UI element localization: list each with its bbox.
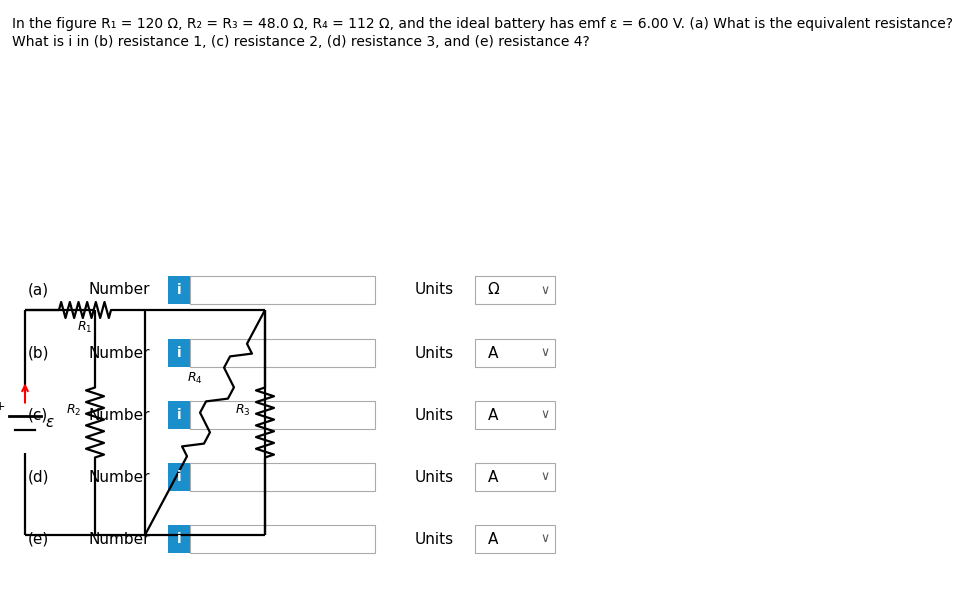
Bar	[475, 276, 555, 304]
Text: In the figure R₁ = 120 Ω, R₂ = R₃ = 48.0 Ω, R₄ = 112 Ω, and the ideal battery ha: In the figure R₁ = 120 Ω, R₂ = R₃ = 48.0…	[12, 17, 953, 31]
Text: Units: Units	[415, 408, 454, 422]
Bar	[190, 525, 375, 553]
Text: (e): (e)	[28, 531, 49, 546]
Bar	[475, 525, 555, 553]
Bar	[168, 525, 190, 553]
Bar	[168, 401, 190, 429]
Bar	[168, 276, 190, 304]
Bar	[168, 339, 190, 367]
Bar	[475, 339, 555, 367]
Text: A: A	[488, 531, 498, 546]
Text: i: i	[177, 283, 182, 297]
Text: ∨: ∨	[540, 533, 550, 546]
Bar	[190, 401, 375, 429]
Text: $R_1$: $R_1$	[77, 320, 93, 335]
Text: (c): (c)	[28, 408, 48, 422]
Text: (d): (d)	[28, 469, 49, 484]
Text: ∨: ∨	[540, 409, 550, 421]
Text: ε: ε	[45, 415, 53, 430]
Text: i: i	[177, 532, 182, 546]
Text: ∨: ∨	[540, 471, 550, 484]
Text: Units: Units	[415, 531, 454, 546]
Text: Number: Number	[88, 469, 150, 484]
Text: $R_4$: $R_4$	[187, 371, 203, 386]
Text: i: i	[177, 346, 182, 360]
Text: +: +	[0, 400, 5, 414]
Text: i: i	[177, 408, 182, 422]
Text: What is i in (b) resistance 1, (c) resistance 2, (d) resistance 3, and (e) resis: What is i in (b) resistance 1, (c) resis…	[12, 35, 590, 49]
Text: ∨: ∨	[540, 283, 550, 296]
Text: Number: Number	[88, 531, 150, 546]
Text: ∨: ∨	[540, 346, 550, 359]
Text: Units: Units	[415, 283, 454, 298]
Text: $R_2$: $R_2$	[66, 403, 81, 418]
Text: i: i	[177, 470, 182, 484]
Text: (b): (b)	[28, 346, 49, 361]
Text: Units: Units	[415, 346, 454, 361]
Bar	[190, 339, 375, 367]
Text: A: A	[488, 408, 498, 422]
Text: $R_3$: $R_3$	[236, 403, 251, 418]
Text: Number: Number	[88, 408, 150, 422]
Bar	[190, 463, 375, 491]
Text: Number: Number	[88, 346, 150, 361]
Text: A: A	[488, 469, 498, 484]
Text: Units: Units	[415, 469, 454, 484]
Bar	[475, 463, 555, 491]
Text: Ω: Ω	[487, 283, 498, 298]
Text: A: A	[488, 346, 498, 361]
Bar	[190, 276, 375, 304]
Bar	[475, 401, 555, 429]
Text: (a): (a)	[28, 283, 49, 298]
Bar	[168, 463, 190, 491]
Text: Number: Number	[88, 283, 150, 298]
